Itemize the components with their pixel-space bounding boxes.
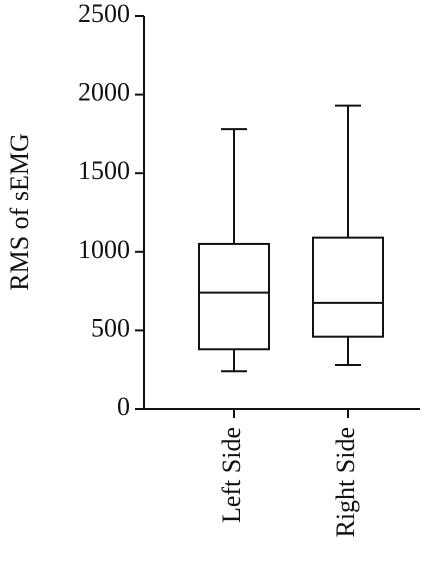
y-tick-label: 1500 [78, 156, 130, 185]
y-tick-label: 2000 [78, 78, 130, 107]
y-axis-label: RMS of sEMG [5, 133, 34, 290]
y-tick-label: 500 [91, 313, 130, 342]
y-tick-label: 0 [117, 392, 130, 421]
box [198, 242, 270, 351]
x-tick-label: Left Side [217, 427, 246, 523]
y-tick-label: 1000 [78, 235, 130, 264]
y-tick-label: 2500 [78, 0, 130, 28]
box [312, 236, 384, 338]
x-tick-label: Right Side [331, 427, 360, 538]
